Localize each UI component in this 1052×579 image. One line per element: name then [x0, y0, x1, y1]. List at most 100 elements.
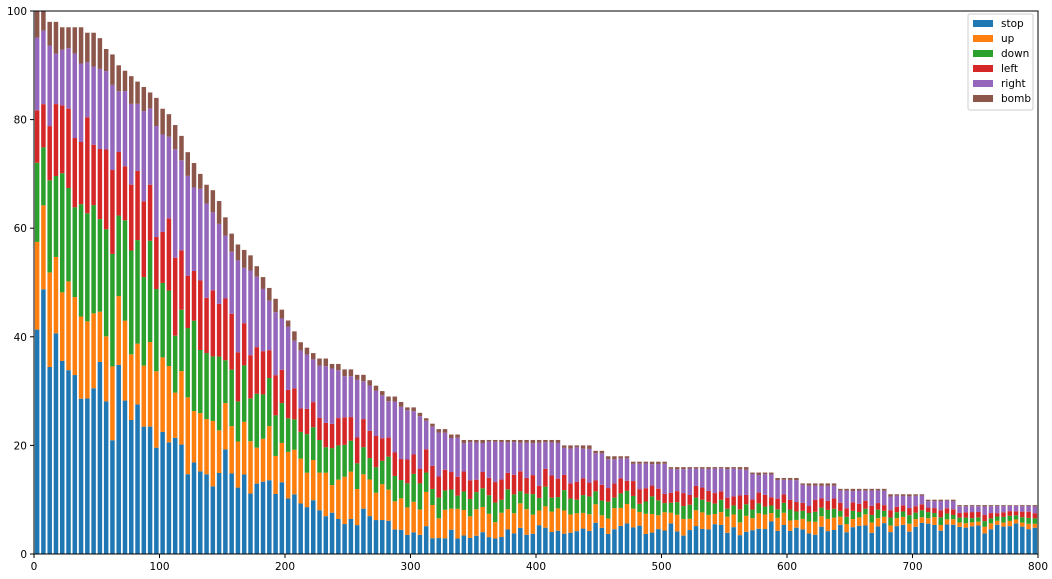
bar-segment-bomb	[681, 467, 686, 470]
bar-segment-up	[373, 492, 379, 521]
bar-segment-bomb	[775, 477, 780, 480]
bar-segment-right	[574, 447, 580, 482]
bar-segment-right	[285, 326, 291, 390]
bar-segment-bomb	[235, 244, 241, 261]
bar-segment-bomb	[298, 342, 303, 351]
bar-segment-down	[103, 229, 109, 337]
bar-segment-up	[342, 476, 347, 525]
bar-segment-up	[430, 505, 435, 539]
legend-swatch-right	[973, 80, 993, 87]
bar-segment-right	[204, 203, 209, 298]
bar-segment-bomb	[129, 76, 134, 104]
bar-segment-up	[825, 518, 831, 532]
bar-segment-down	[216, 356, 222, 431]
bar-segment-bomb	[223, 217, 228, 236]
bar-segment-stop	[963, 527, 969, 554]
bar-segment-down	[769, 505, 774, 514]
bar-segment-right	[775, 479, 780, 499]
bar-segment-left	[53, 104, 59, 177]
plot-frame	[33, 10, 1039, 555]
bar-segment-up	[775, 517, 780, 531]
bar-segment-stop	[147, 426, 153, 554]
bar-segment-right	[135, 103, 140, 171]
bar-segment-up	[1026, 523, 1031, 530]
bar-segment-down	[354, 463, 360, 489]
bar-segment-stop	[223, 449, 228, 554]
bar-segment-bomb	[499, 439, 504, 442]
bar-segment-bomb	[392, 396, 398, 402]
bar-segment-down	[856, 512, 862, 518]
bar-segment-right	[674, 469, 680, 492]
bar-segment-down	[41, 147, 46, 206]
bar-segment-left	[1026, 511, 1031, 518]
bar-segment-bomb	[373, 385, 379, 391]
bar-segment-up	[631, 508, 636, 528]
bar-segment-up	[599, 515, 605, 528]
bar-segment-stop	[536, 525, 542, 554]
bar-segment-stop	[198, 471, 203, 554]
bar-segment-stop	[706, 529, 711, 554]
bar-segment-left	[285, 389, 291, 419]
bar-segment-bomb	[348, 369, 354, 377]
bar-segment-bomb	[380, 391, 385, 396]
bar-segment-right	[662, 463, 667, 495]
bar-segment-up	[555, 508, 561, 531]
bar-segment-down	[587, 496, 592, 515]
bar-segment-up	[844, 524, 849, 533]
bar-segment-right	[656, 463, 661, 489]
bar-segment-down	[461, 491, 467, 510]
bar-segment-down	[787, 509, 793, 521]
bar-segment-bomb	[869, 488, 874, 491]
bar-segment-stop	[762, 529, 768, 554]
bar-segment-bomb	[536, 439, 542, 443]
bar-segment-up	[543, 506, 548, 528]
bar-segment-up	[750, 518, 755, 531]
bar-segment-left	[511, 474, 517, 495]
bar-segment-stop	[649, 532, 655, 554]
bar-segment-down	[160, 282, 165, 358]
bar-segment-up	[248, 441, 253, 494]
bar-segment-up	[668, 512, 674, 524]
bar-segment-right	[467, 442, 473, 481]
bar-segment-right	[116, 91, 121, 152]
bar-segment-left	[141, 201, 147, 278]
bar-segment-left	[405, 459, 410, 484]
bar-segment-right	[882, 490, 887, 506]
bar-segment-bomb	[982, 505, 987, 507]
bar-segment-up	[769, 513, 774, 522]
bar-segment-bomb	[41, 11, 46, 31]
bar-segment-left	[361, 419, 366, 448]
x-tick-label: 100	[149, 561, 169, 573]
bar-segment-right	[260, 288, 266, 352]
bar-segment-right	[323, 366, 329, 423]
bar-segment-left	[329, 423, 335, 449]
bar-segment-stop	[172, 437, 178, 554]
bar-segment-right	[229, 251, 234, 314]
y-tick-label: 100	[7, 6, 27, 18]
bar-segment-left	[166, 218, 172, 291]
bar-segment-up	[894, 518, 900, 527]
bar-segment-left	[869, 505, 874, 515]
bar-segment-stop	[718, 524, 724, 554]
bar-segment-up	[198, 413, 203, 472]
legend-label-stop: stop	[1001, 18, 1024, 30]
bar-segment-down	[204, 353, 209, 420]
bar-segment-right	[154, 126, 159, 238]
bar-segment-up	[781, 512, 787, 525]
bar-segment-up	[812, 521, 818, 535]
bar-segment-left	[593, 480, 598, 492]
bar-segment-up	[963, 523, 969, 528]
bar-segment-up	[348, 471, 354, 519]
bar-segment-up	[417, 509, 423, 535]
bar-segment-right	[329, 368, 335, 424]
bar-segment-bomb	[198, 173, 203, 189]
bar-segment-down	[819, 507, 824, 517]
bar-segment-down	[687, 504, 692, 519]
bar-segment-stop	[154, 447, 159, 554]
bar-segment-bomb	[160, 108, 165, 135]
bar-segment-bomb	[210, 190, 216, 213]
bar-segment-left	[982, 515, 987, 522]
bar-segment-up	[718, 512, 724, 525]
bar-segment-stop	[41, 289, 46, 554]
bar-segment-right	[254, 276, 260, 348]
